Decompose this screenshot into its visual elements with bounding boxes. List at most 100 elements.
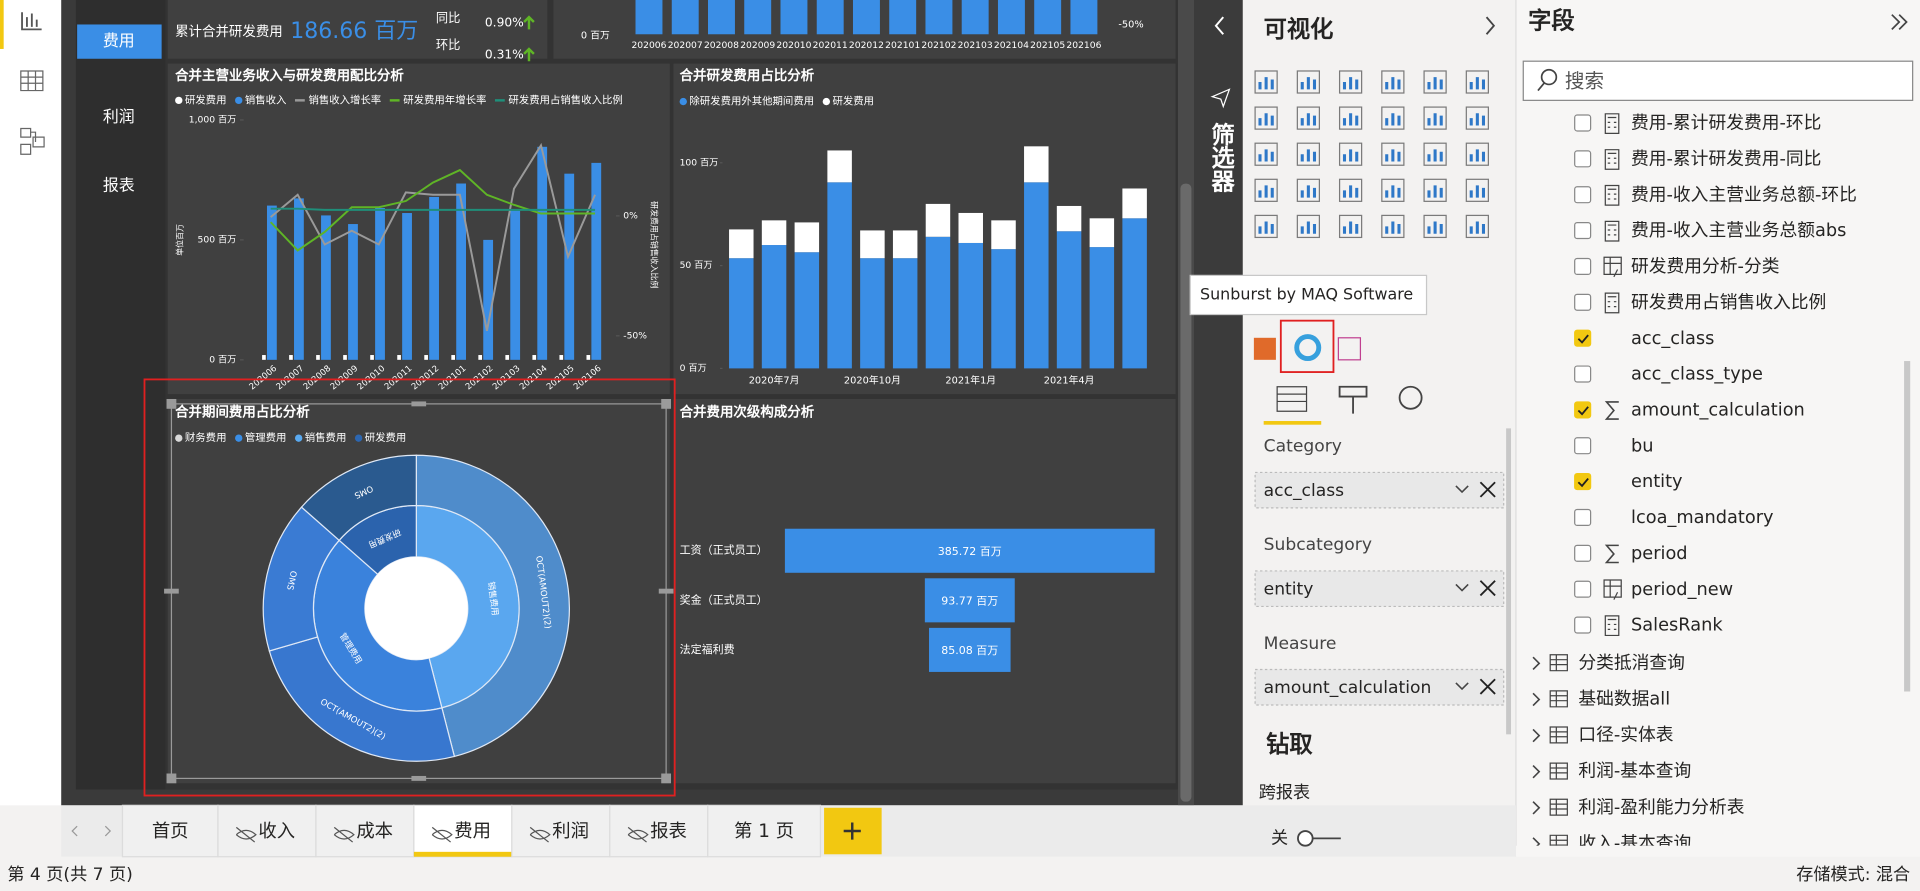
field-checkbox[interactable] <box>1574 580 1592 598</box>
bar-segment[interactable] <box>1024 146 1049 183</box>
viz-icon[interactable] <box>1254 178 1278 202</box>
bar-segment[interactable] <box>925 236 951 369</box>
filters-pane[interactable] <box>1193 0 1243 806</box>
bar-segment[interactable] <box>958 242 983 369</box>
viz-icon[interactable] <box>1296 214 1320 239</box>
field-checkbox[interactable] <box>1574 401 1592 419</box>
legend-label[interactable]: 研发费用 <box>832 95 874 108</box>
field-checkbox[interactable] <box>1574 473 1592 491</box>
page-tab[interactable] <box>315 804 415 858</box>
field-name[interactable]: 费用-收入主营业务总额abs <box>1631 220 1846 241</box>
filters-label[interactable]: 筛选器 <box>1207 122 1236 193</box>
table-name[interactable]: 口径-实体表 <box>1578 725 1673 746</box>
bar[interactable] <box>483 239 494 360</box>
bar[interactable] <box>456 183 467 360</box>
viz-icon[interactable] <box>1465 70 1489 94</box>
viz-icon[interactable] <box>1338 106 1363 130</box>
viz-icon[interactable] <box>1296 70 1320 94</box>
table-name[interactable]: 分类抵消查询 <box>1578 652 1685 673</box>
bar-segment[interactable] <box>892 258 918 369</box>
bar-segment[interactable] <box>1024 182 1049 369</box>
field-name[interactable]: 费用-累计研发费用-环比 <box>1631 113 1821 134</box>
collapse-arrow[interactable] <box>1214 16 1225 35</box>
well-remove[interactable] <box>1479 678 1496 695</box>
field-name[interactable]: 研发费用占销售收入比例 <box>1631 292 1826 313</box>
well-remove[interactable] <box>1479 580 1496 597</box>
viz-icon-selected[interactable] <box>1279 319 1335 373</box>
bar[interactable] <box>266 205 277 360</box>
bar[interactable] <box>316 355 320 360</box>
field-checkbox[interactable] <box>1574 150 1592 168</box>
field-name[interactable]: bu <box>1631 436 1654 456</box>
collapse-fields[interactable] <box>1891 14 1908 30</box>
well-chevron[interactable] <box>1455 485 1469 494</box>
resize-handle[interactable] <box>661 773 672 784</box>
resize-handle[interactable] <box>658 588 674 594</box>
bar-segment[interactable] <box>1056 205 1082 232</box>
tab-scroll-left[interactable] <box>71 825 78 837</box>
tab-label[interactable]: 收入 <box>258 821 295 842</box>
bar-segment[interactable] <box>991 249 1016 369</box>
field-checkbox[interactable] <box>1574 365 1592 383</box>
viz-icon[interactable] <box>1381 70 1405 94</box>
page-tab[interactable] <box>413 804 513 858</box>
well-chevron[interactable] <box>1455 682 1469 691</box>
expand-chevron[interactable] <box>1532 801 1541 815</box>
viz-icon[interactable] <box>1338 178 1363 202</box>
bar[interactable] <box>397 355 401 360</box>
report-view-icon[interactable] <box>21 12 42 31</box>
sunburst-arc[interactable] <box>415 454 570 758</box>
field-checkbox[interactable] <box>1574 508 1592 527</box>
viz-icon[interactable] <box>1381 106 1405 130</box>
field-checkbox[interactable] <box>1574 544 1592 562</box>
tab-label[interactable]: 成本 <box>356 821 393 842</box>
legend-label[interactable]: 财务费用 <box>185 431 227 444</box>
bar[interactable] <box>510 210 521 360</box>
search-box[interactable] <box>1522 60 1914 101</box>
page-tab[interactable] <box>609 804 709 858</box>
expand-chevron[interactable] <box>1532 764 1541 779</box>
bar[interactable] <box>559 355 564 360</box>
field-name[interactable]: entity <box>1631 472 1683 492</box>
viz-icon[interactable] <box>1253 337 1276 360</box>
viz-icon[interactable] <box>1338 70 1363 94</box>
field-checkbox[interactable] <box>1574 186 1592 204</box>
expand-chevron[interactable] <box>1532 656 1541 671</box>
well-box[interactable] <box>1254 668 1505 706</box>
bar[interactable] <box>591 162 602 360</box>
fields-tab-icon[interactable] <box>1276 386 1308 412</box>
field-checkbox[interactable] <box>1574 293 1592 311</box>
resize-handle[interactable] <box>661 398 672 409</box>
resize-handle[interactable] <box>166 773 177 784</box>
bar-segment[interactable] <box>925 203 951 237</box>
page-tab[interactable] <box>121 804 219 858</box>
well-remove[interactable] <box>1479 481 1496 498</box>
visual-tile[interactable] <box>673 398 1176 784</box>
expand-arrow[interactable] <box>1485 16 1496 35</box>
field-checkbox[interactable] <box>1574 222 1592 240</box>
bar[interactable] <box>586 355 591 360</box>
bar-segment[interactable] <box>860 230 885 259</box>
bar-segment[interactable] <box>761 220 787 246</box>
bar-segment[interactable] <box>761 245 787 369</box>
tab-label[interactable]: 费用 <box>454 821 491 842</box>
bar-segment[interactable] <box>827 182 852 369</box>
well-chevron[interactable] <box>1455 583 1469 592</box>
viz-icon[interactable] <box>1337 337 1362 361</box>
bar-segment[interactable] <box>1122 218 1147 369</box>
bar[interactable] <box>343 355 347 360</box>
bar-segment[interactable] <box>1056 231 1082 369</box>
bar[interactable] <box>429 196 439 360</box>
viz-icon[interactable] <box>1423 70 1447 94</box>
viz-icon[interactable] <box>1381 214 1405 239</box>
viz-icon[interactable] <box>1296 178 1320 202</box>
viz-icon[interactable] <box>1423 142 1447 166</box>
toggle-knob[interactable] <box>1297 830 1314 847</box>
nav-page[interactable]: 利润 <box>103 107 135 126</box>
table-name[interactable]: 利润-基本查询 <box>1578 761 1691 782</box>
page-tab[interactable] <box>707 804 822 858</box>
bar-segment[interactable] <box>1089 218 1115 248</box>
table-name[interactable]: 基础数据all <box>1578 688 1670 709</box>
field-name[interactable]: 费用-收入主营业务总额-环比 <box>1631 184 1857 205</box>
viz-icon[interactable] <box>1381 142 1405 166</box>
